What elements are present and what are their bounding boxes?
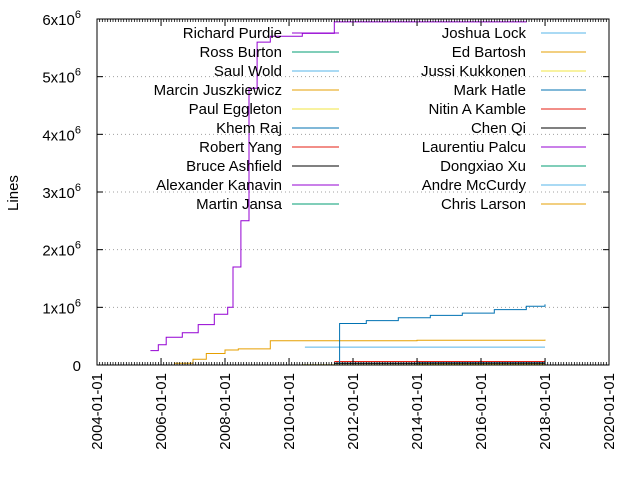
x-tick-label-2: 2008-01-01 <box>217 373 234 450</box>
y-tick-label-4: 4x106 <box>42 124 81 144</box>
x-tick-label-5: 2014-01-01 <box>409 373 426 450</box>
legend-label-13: Mark Hatle <box>453 82 526 99</box>
y-ticks: 0 1x106 2x106 3x106 4x106 5x106 6x106 <box>42 9 609 375</box>
y-tick-label-3: 3x106 <box>42 182 81 202</box>
legend-label-5: Khem Raj <box>216 120 282 137</box>
legend-label-3: Marcin Juszkiewicz <box>154 82 282 99</box>
x-tick-label-1: 2006-01-01 <box>153 373 170 450</box>
legend-label-17: Dongxiao Xu <box>440 158 526 175</box>
legend-label-2: Saul Wold <box>214 63 282 80</box>
legend-label-11: Ed Bartosh <box>452 44 526 61</box>
legend-label-14: Nitin A Kamble <box>428 101 526 118</box>
x-tick-label-4: 2012-01-01 <box>345 373 362 450</box>
legend-label-8: Alexander Kanavin <box>156 177 282 194</box>
legend-label-15: Chen Qi <box>471 120 526 137</box>
legend-label-10: Joshua Lock <box>442 25 527 42</box>
y-tick-label-6: 6x106 <box>42 9 81 29</box>
y-tick-label-0: 0 <box>73 358 81 375</box>
legend-label-4: Paul Eggleton <box>189 101 282 118</box>
series-line-13 <box>334 304 546 366</box>
x-tick-label-6: 2016-01-01 <box>473 373 490 450</box>
legend-label-16: Laurentiu Palcu <box>422 139 526 156</box>
x-tick-label-3: 2010-01-01 <box>281 373 298 450</box>
y-tick-label-1: 1x106 <box>42 297 81 317</box>
y-tick-label-5: 5x106 <box>42 67 81 87</box>
legend-label-19: Chris Larson <box>441 196 526 213</box>
x-tick-label-8: 2020-01-01 <box>601 373 618 450</box>
legend-label-7: Bruce Ashfield <box>186 158 282 175</box>
x-ticks: 2004-01-01 2006-01-01 2008-01-01 2010-01-01… <box>89 19 618 450</box>
y-axis-title: Lines <box>5 175 22 211</box>
legend-label-0: Richard Purdie <box>183 25 282 42</box>
x-tick-label-7: 2018-01-01 <box>537 373 554 450</box>
grid <box>97 76 609 308</box>
series-line-3 <box>174 339 546 364</box>
legend: Richard Purdie Ross Burton Saul Wold Marcin… <box>154 25 586 213</box>
legend-label-6: Robert Yang <box>199 139 282 156</box>
x-tick-label-0: 2004-01-01 <box>89 373 106 450</box>
legend-label-12: Jussi Kukkonen <box>421 63 526 80</box>
legend-label-1: Ross Burton <box>199 44 282 61</box>
legend-label-18: Andre McCurdy <box>422 177 527 194</box>
y-tick-label-2: 2x106 <box>42 240 81 260</box>
legend-label-9: Martin Jansa <box>196 196 283 213</box>
